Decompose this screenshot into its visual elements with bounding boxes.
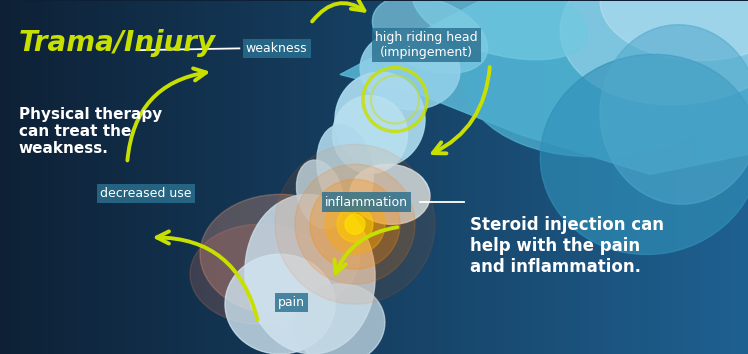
Ellipse shape bbox=[600, 0, 748, 61]
Ellipse shape bbox=[333, 96, 408, 173]
Text: inflammation: inflammation bbox=[325, 195, 408, 209]
Circle shape bbox=[275, 144, 435, 304]
Text: weakness: weakness bbox=[246, 42, 307, 55]
Ellipse shape bbox=[540, 54, 748, 255]
Text: pain: pain bbox=[278, 296, 305, 309]
Text: decreased use: decreased use bbox=[100, 187, 191, 200]
Circle shape bbox=[345, 214, 365, 234]
Ellipse shape bbox=[412, 0, 587, 60]
Ellipse shape bbox=[350, 164, 430, 224]
Ellipse shape bbox=[462, 0, 748, 157]
Ellipse shape bbox=[600, 25, 748, 204]
Ellipse shape bbox=[317, 125, 373, 214]
Ellipse shape bbox=[190, 224, 330, 324]
Ellipse shape bbox=[245, 194, 375, 354]
Circle shape bbox=[310, 179, 400, 269]
Ellipse shape bbox=[225, 254, 335, 354]
Ellipse shape bbox=[296, 160, 343, 229]
Text: Physical therapy
can treat the
weakness.: Physical therapy can treat the weakness. bbox=[19, 107, 162, 156]
Text: Steroid injection can
help with the pain
and inflammation.: Steroid injection can help with the pain… bbox=[470, 216, 663, 276]
Ellipse shape bbox=[295, 284, 385, 354]
Ellipse shape bbox=[360, 29, 460, 109]
Ellipse shape bbox=[200, 194, 360, 314]
Text: Trama/Injury: Trama/Injury bbox=[19, 29, 216, 57]
Text: high riding head
(impingement): high riding head (impingement) bbox=[375, 31, 478, 59]
Circle shape bbox=[337, 206, 373, 242]
Polygon shape bbox=[340, 1, 748, 175]
Circle shape bbox=[295, 164, 415, 284]
Ellipse shape bbox=[560, 0, 748, 105]
Ellipse shape bbox=[335, 72, 425, 167]
Ellipse shape bbox=[373, 0, 488, 73]
Circle shape bbox=[325, 194, 385, 254]
